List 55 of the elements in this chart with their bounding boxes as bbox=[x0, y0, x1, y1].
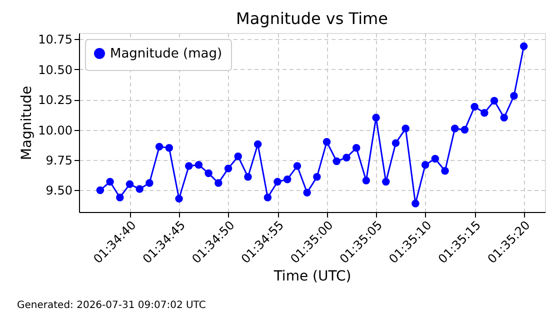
point bbox=[116, 194, 124, 202]
text: Generated: 2026-07-31 09:07:02 UTC bbox=[17, 300, 206, 311]
point bbox=[480, 108, 488, 117]
point bbox=[460, 126, 469, 134]
point bbox=[313, 173, 321, 181]
point bbox=[322, 138, 331, 146]
point bbox=[412, 200, 420, 208]
point bbox=[402, 124, 410, 132]
point bbox=[165, 144, 174, 152]
point bbox=[490, 96, 498, 105]
point bbox=[342, 154, 350, 162]
point bbox=[382, 178, 390, 186]
point bbox=[332, 157, 341, 166]
point bbox=[136, 185, 144, 193]
point bbox=[155, 142, 164, 151]
point bbox=[431, 154, 440, 163]
point bbox=[244, 173, 252, 181]
point bbox=[254, 140, 262, 148]
point bbox=[372, 114, 380, 122]
y-tick-label: 10.00 bbox=[38, 123, 72, 138]
point bbox=[510, 92, 518, 100]
point bbox=[450, 124, 459, 132]
point bbox=[204, 169, 212, 178]
point bbox=[234, 152, 242, 160]
point bbox=[500, 114, 508, 122]
point bbox=[303, 188, 311, 197]
y-tick-label: 9.50 bbox=[46, 184, 72, 198]
point bbox=[421, 160, 430, 169]
point bbox=[293, 162, 302, 170]
point bbox=[283, 175, 292, 184]
point bbox=[352, 144, 360, 152]
point bbox=[264, 194, 272, 202]
point bbox=[175, 194, 183, 203]
point bbox=[392, 139, 400, 147]
chart-title: Magnitude vs Time bbox=[236, 9, 388, 28]
point bbox=[362, 176, 370, 184]
y-tick-label: 10.25 bbox=[38, 93, 72, 108]
point bbox=[146, 179, 154, 187]
point bbox=[224, 164, 232, 172]
y-tick-label: 9.75 bbox=[46, 153, 72, 168]
x-axis-title: Time (UTC) bbox=[272, 268, 352, 284]
y-tick-label: 10.50 bbox=[38, 62, 72, 77]
point bbox=[194, 160, 203, 169]
point bbox=[96, 186, 104, 194]
point bbox=[520, 42, 528, 50]
legend-label: Magnitude (mag) bbox=[110, 46, 222, 62]
point bbox=[214, 179, 222, 187]
point bbox=[126, 180, 134, 188]
point bbox=[274, 178, 282, 186]
y-axis-title: Magnitude bbox=[19, 86, 36, 160]
y-tick-label: 10.75 bbox=[38, 32, 72, 47]
point bbox=[184, 162, 193, 170]
point bbox=[441, 167, 449, 175]
point bbox=[470, 102, 478, 111]
point bbox=[106, 178, 114, 186]
